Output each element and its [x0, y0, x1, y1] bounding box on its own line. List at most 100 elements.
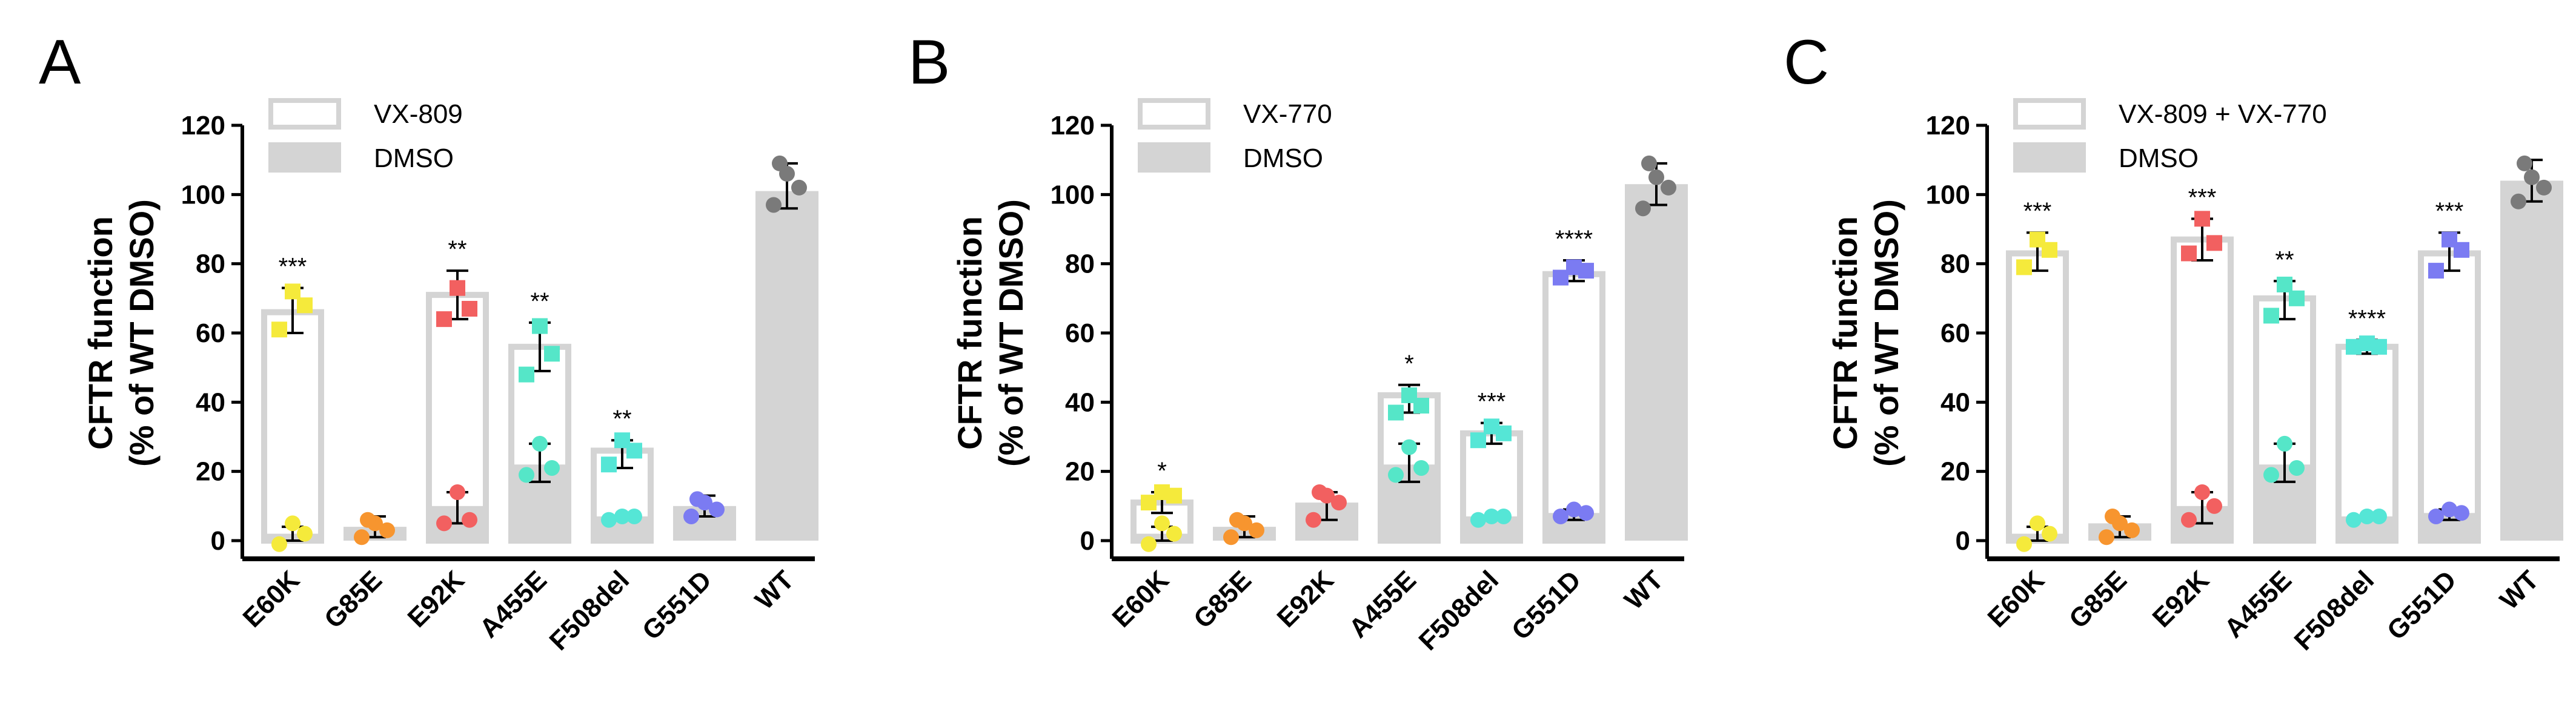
data-point-dmso: [1496, 508, 1512, 524]
data-point-dmso: [360, 512, 376, 528]
data-point-dmso: [601, 512, 617, 528]
data-point-dmso: [1229, 512, 1245, 528]
bar-treated-e60k: [2006, 250, 2069, 544]
data-point-dmso: [2016, 536, 2032, 552]
data-point-dmso: [2181, 512, 2197, 528]
legend-swatch-dmso: [2013, 142, 2086, 173]
y-tick-label: 60: [1065, 318, 1095, 348]
category-label: WT: [749, 565, 800, 615]
category-label: G85E: [2063, 565, 2133, 634]
category-label: G85E: [1188, 565, 1257, 634]
significance-marker: **: [448, 236, 466, 263]
data-point-treated: [1154, 484, 1170, 500]
data-point-treated: [1553, 269, 1569, 286]
data-point-dmso: [1166, 526, 1182, 542]
data-point-treated: [1141, 495, 1157, 511]
data-point-dmso: [544, 460, 560, 476]
data-point-treated: [2289, 290, 2305, 306]
legend-label-dmso: DMSO: [374, 143, 454, 173]
category-label: E60K: [1107, 565, 1175, 633]
y-tick-label: 80: [1065, 249, 1095, 279]
data-point-treated: [2277, 276, 2292, 292]
category-label: G551D: [637, 565, 717, 645]
y-axis-label-line2: (% of WT DMSO): [122, 199, 161, 467]
panel-letter: B: [908, 27, 950, 97]
data-point-dmso: [1312, 484, 1327, 500]
data-point-dmso: [1401, 439, 1417, 455]
data-point-dmso: [689, 491, 705, 507]
data-point-dmso: [1223, 529, 1239, 545]
data-point-dmso: [450, 484, 465, 500]
bar-dmso-wt: [755, 191, 818, 541]
data-point-dmso: [354, 529, 370, 545]
data-point-treated: [1566, 259, 1582, 275]
y-tick-label: 20: [196, 457, 225, 487]
data-point-dmso: [1578, 505, 1594, 521]
panel-c: C CFTR function (% of WT DMSO) 0 20 40 60 80 100…: [1784, 27, 2563, 656]
data-point-dmso: [1635, 200, 1651, 217]
data-point-dmso: [2359, 508, 2375, 524]
data-point-dmso: [462, 512, 477, 528]
panel-b: B CFTR function (% of WT DMSO) 0 20 40 60 80 100…: [908, 27, 1688, 656]
data-point-dmso: [2536, 179, 2552, 196]
data-point-dmso: [2371, 508, 2387, 524]
data-point-dmso: [1331, 495, 1347, 511]
data-point-dmso: [2511, 193, 2526, 209]
data-point-dmso: [709, 501, 725, 518]
significance-marker: **: [2275, 246, 2294, 273]
data-point-dmso: [766, 197, 782, 213]
data-point-dmso: [1484, 508, 1499, 524]
data-point-dmso: [683, 508, 699, 524]
y-tick-label: 60: [196, 318, 225, 348]
data-point-treated: [2181, 245, 2197, 262]
data-point-dmso: [436, 515, 452, 532]
y-axis-label-line2: (% of WT DMSO): [1867, 199, 1905, 467]
data-point-treated: [1401, 387, 1417, 403]
y-tick-label: 40: [1940, 387, 1970, 417]
data-point-treated: [285, 283, 300, 300]
bar-treated-e60k: [261, 309, 324, 544]
legend-label-dmso: DMSO: [1243, 143, 1323, 173]
data-point-dmso: [1154, 515, 1170, 532]
data-point-treated: [450, 280, 465, 296]
data-point-dmso: [1661, 179, 1676, 196]
category-label: A455E: [2219, 565, 2297, 644]
bar-dmso-wt: [1625, 184, 1688, 541]
significance-marker: *: [1157, 458, 1167, 484]
data-point-dmso: [2042, 526, 2057, 542]
y-tick-label: 20: [1940, 457, 1970, 487]
data-point-dmso: [1470, 512, 1486, 528]
legend-swatch-treated: [1138, 98, 1210, 130]
category-label: E92K: [402, 565, 471, 633]
y-axis-label: CFTR function (% of WT DMSO): [81, 199, 161, 467]
y-axis-label-line2: (% of WT DMSO): [992, 199, 1030, 467]
data-point-dmso: [2524, 169, 2540, 185]
y-tick-label: 0: [1956, 526, 1970, 556]
data-point-dmso: [532, 435, 548, 452]
panel-a: A CFTR function (% of WT DMSO) 0 20 40 60 80 100…: [39, 27, 818, 656]
data-point-treated: [2016, 259, 2032, 275]
data-point-dmso: [2124, 522, 2140, 538]
y-axis-label: CFTR function (% of WT DMSO): [951, 199, 1030, 467]
data-point-dmso: [614, 508, 630, 524]
data-point-dmso: [1413, 460, 1429, 476]
significance-marker: ***: [2188, 184, 2217, 211]
category-label: G85E: [319, 565, 388, 634]
data-point-treated: [462, 300, 477, 317]
data-point-treated: [2359, 335, 2375, 352]
legend-label-treated: VX-770: [1243, 99, 1332, 129]
significance-marker: ***: [2435, 198, 2464, 225]
y-tick-label: 100: [181, 180, 225, 209]
data-point-dmso: [285, 515, 300, 532]
y-tick-label: 80: [1940, 249, 1970, 279]
legend-swatch-dmso: [268, 142, 341, 173]
data-point-dmso: [1249, 522, 1264, 538]
y-axis-label-line1: CFTR function: [1826, 216, 1864, 450]
y-tick-label: 40: [196, 387, 225, 417]
data-point-dmso: [2428, 508, 2444, 524]
significance-marker: ***: [279, 254, 307, 280]
data-point-dmso: [1141, 536, 1157, 552]
data-point-dmso: [2277, 435, 2292, 452]
data-point-dmso: [2105, 508, 2120, 524]
category-label: F508del: [544, 565, 636, 656]
